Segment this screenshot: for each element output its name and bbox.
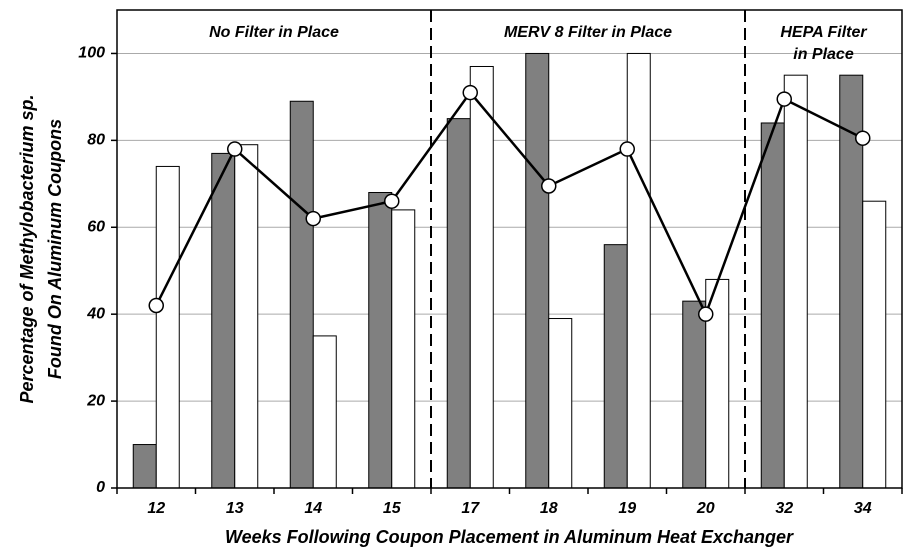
- marker: [776, 91, 792, 107]
- bar: [862, 200, 887, 489]
- marker: [619, 141, 635, 157]
- marker: [227, 141, 243, 157]
- marker: [541, 178, 557, 194]
- region-label: MERV 8 Filter in Place: [504, 24, 672, 41]
- bar: [155, 165, 180, 489]
- marker: [384, 193, 400, 209]
- bar: [760, 122, 785, 489]
- bar: [548, 318, 573, 489]
- marker: [698, 306, 714, 322]
- x-tick-label: 17: [461, 500, 480, 517]
- marker: [148, 297, 164, 314]
- y-tick-label: 100: [78, 45, 105, 62]
- x-tick-label: 32: [775, 500, 793, 517]
- y-tick-label: 0: [96, 479, 105, 496]
- bar: [525, 52, 550, 489]
- marker: [305, 210, 321, 227]
- x-tick-label: 13: [226, 500, 244, 517]
- region-label: HEPA Filter: [780, 24, 867, 41]
- bar: [132, 444, 157, 489]
- x-axis-label: Weeks Following Coupon Placement in Alum…: [225, 527, 794, 547]
- y-tick-label: 60: [87, 218, 105, 235]
- bar: [469, 65, 494, 489]
- x-tick-label: 15: [383, 500, 402, 517]
- region-label: No Filter in Place: [209, 24, 339, 41]
- bar: [312, 335, 337, 489]
- y-axis-label: Percentage of Methylobacterium sp.: [17, 94, 37, 403]
- bar: [682, 300, 707, 489]
- region-label: in Place: [793, 46, 854, 63]
- bar: [211, 152, 236, 489]
- y-axis-label: Found On Aluminum Coupons: [45, 119, 65, 379]
- x-tick-label: 14: [304, 500, 322, 517]
- y-tick-label: 80: [87, 132, 105, 149]
- bar: [603, 244, 628, 489]
- x-tick-label: 18: [540, 500, 558, 517]
- bar: [391, 209, 416, 489]
- bar: [783, 74, 808, 489]
- x-tick-label: 20: [696, 500, 715, 517]
- y-tick-label: 40: [86, 305, 105, 322]
- bar: [446, 118, 471, 489]
- bar: [626, 52, 651, 489]
- bar: [368, 192, 393, 489]
- x-tick-label: 19: [618, 500, 636, 517]
- x-tick-label: 34: [854, 500, 872, 517]
- y-tick-label: 20: [86, 392, 105, 409]
- x-tick-label: 12: [147, 500, 165, 517]
- line: [155, 90, 864, 318]
- marker: [462, 84, 478, 101]
- marker: [855, 130, 871, 146]
- plot-frame: [116, 9, 903, 489]
- bar: [289, 100, 314, 489]
- bar: [234, 144, 259, 489]
